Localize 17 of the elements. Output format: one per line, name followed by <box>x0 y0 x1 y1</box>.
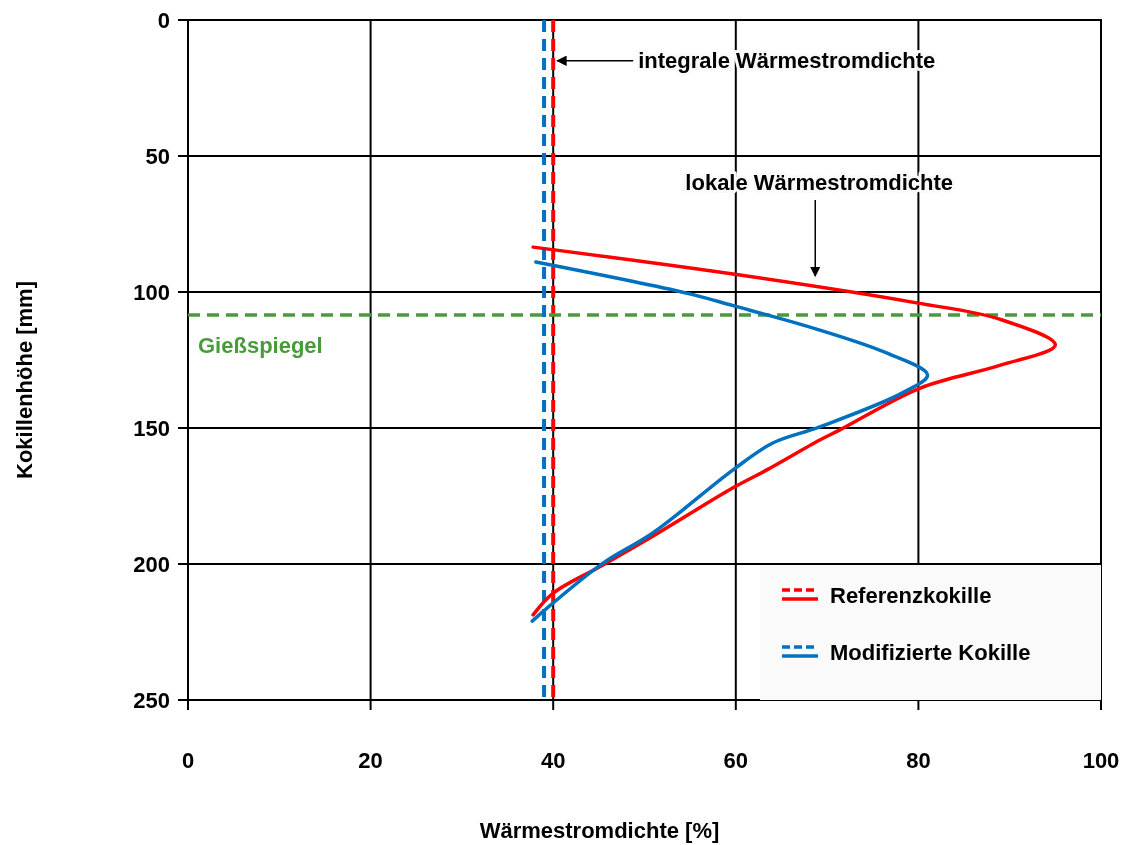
ref-line-label: Gießspiegel <box>198 333 323 359</box>
legend-label: Modifizierte Kokille <box>830 640 1031 665</box>
y-tick-label: 150 <box>133 415 170 441</box>
legend-label: Referenzkokille <box>830 583 992 608</box>
y-tick-label: 200 <box>133 551 170 577</box>
y-tick-label: 100 <box>133 279 170 305</box>
y-tick-label: 50 <box>145 143 170 169</box>
x-axis-title: Wärmestromdichte [%] <box>479 818 720 843</box>
y-axis-title: Kokillenhöhe [mm] <box>12 280 37 480</box>
x-tick-label: 100 <box>1082 748 1120 773</box>
x-tick-label: 80 <box>906 748 931 773</box>
y-tick-label: 0 <box>157 7 170 33</box>
x-tick-label: 20 <box>358 748 383 773</box>
x-tick-label: 40 <box>540 748 566 773</box>
y-tick-label: 250 <box>133 687 170 713</box>
x-tick-label: 0 <box>181 748 195 773</box>
x-tick-label: 60 <box>723 748 749 773</box>
